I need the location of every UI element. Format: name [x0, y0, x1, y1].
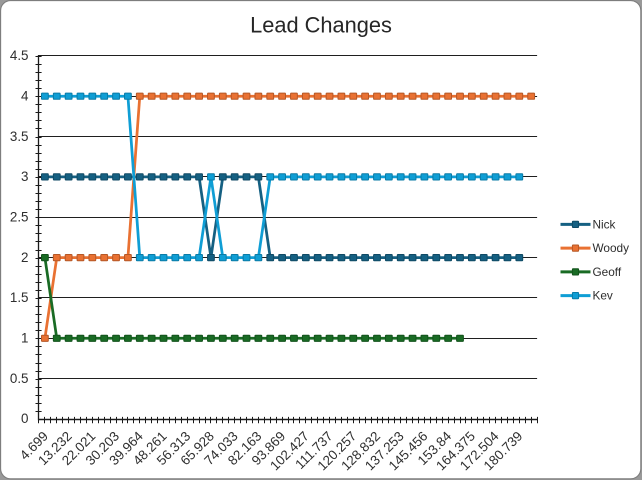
svg-text:Lead Changes: Lead Changes: [250, 13, 392, 38]
svg-text:4.5: 4.5: [10, 48, 29, 63]
svg-text:0: 0: [21, 411, 28, 426]
svg-text:0.5: 0.5: [10, 371, 29, 386]
svg-text:3.5: 3.5: [10, 129, 29, 144]
svg-text:Geoff: Geoff: [593, 265, 622, 279]
svg-text:1: 1: [21, 331, 28, 346]
svg-text:Kev: Kev: [593, 289, 613, 303]
svg-text:3: 3: [21, 169, 28, 184]
svg-text:2.5: 2.5: [10, 209, 29, 224]
svg-text:1.5: 1.5: [10, 290, 29, 305]
svg-text:4: 4: [21, 88, 29, 103]
svg-text:Woody: Woody: [593, 241, 630, 255]
svg-text:2: 2: [21, 250, 28, 265]
svg-text:Nick: Nick: [593, 218, 616, 232]
